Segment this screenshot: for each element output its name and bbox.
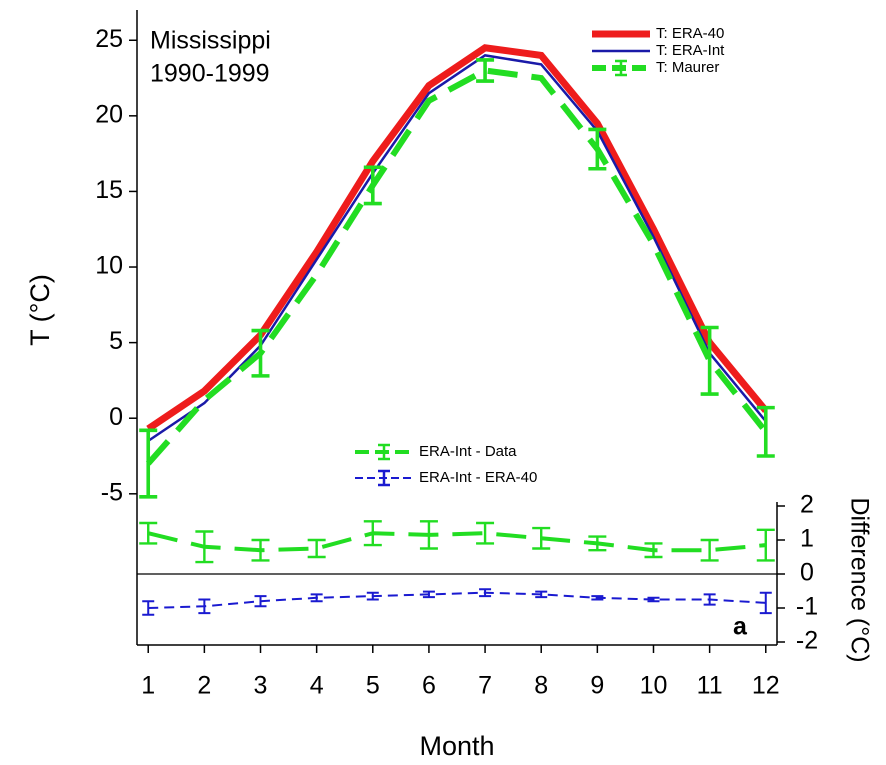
y2-tick-label: 2 bbox=[800, 491, 814, 519]
error-bar bbox=[700, 538, 719, 562]
error-bar bbox=[476, 521, 495, 545]
y-tick-label: 5 bbox=[109, 327, 123, 355]
error-bar bbox=[142, 600, 155, 616]
x-tick-label: 3 bbox=[254, 672, 268, 700]
y2-tick-label: 0 bbox=[800, 559, 814, 587]
series-line bbox=[145, 67, 769, 466]
error-bar bbox=[535, 590, 548, 599]
series-line bbox=[147, 531, 766, 553]
x-tick-label: 10 bbox=[640, 672, 668, 700]
x-tick-label: 6 bbox=[422, 672, 436, 700]
y-tick-label: 20 bbox=[95, 100, 123, 128]
series-line bbox=[148, 591, 766, 609]
series-line bbox=[146, 44, 769, 432]
error-bar bbox=[588, 127, 607, 171]
y-tick-label: 0 bbox=[109, 403, 123, 431]
y2-tick-label: -2 bbox=[796, 627, 818, 655]
error-bar bbox=[591, 595, 604, 601]
y-tick-label: 10 bbox=[95, 252, 123, 280]
legend-error-bar bbox=[615, 59, 627, 77]
error-bar bbox=[419, 520, 438, 550]
error-bar bbox=[363, 165, 382, 206]
legend-label: T: ERA-Int bbox=[656, 42, 725, 59]
legend-label: ERA-Int - Data bbox=[419, 443, 517, 460]
y-axis-label: T (°C) bbox=[25, 274, 55, 346]
error-bar bbox=[307, 538, 326, 559]
error-bar bbox=[198, 598, 211, 615]
x-tick-label: 11 bbox=[697, 672, 723, 700]
panel-label: a bbox=[733, 613, 748, 641]
error-bar bbox=[422, 590, 435, 599]
error-bar bbox=[756, 528, 775, 562]
y2-tick-label: -1 bbox=[796, 593, 818, 621]
error-bar bbox=[251, 328, 270, 378]
error-bar bbox=[254, 595, 267, 608]
legend-error-bar bbox=[378, 443, 390, 461]
error-bar bbox=[310, 593, 323, 603]
x-tick-label: 7 bbox=[478, 672, 492, 700]
error-bar bbox=[759, 591, 772, 615]
chart-title: Mississippi bbox=[150, 27, 271, 55]
error-bar bbox=[251, 538, 270, 562]
x-tick-label: 2 bbox=[197, 672, 211, 700]
error-bar bbox=[366, 591, 379, 601]
error-bar bbox=[532, 526, 551, 550]
y-tick-label: -5 bbox=[101, 478, 123, 506]
x-tick-label: 5 bbox=[366, 672, 380, 700]
error-bar bbox=[644, 542, 663, 559]
error-bar bbox=[363, 520, 382, 547]
error-bar bbox=[647, 596, 660, 603]
chart-subtitle: 1990-1999 bbox=[150, 60, 270, 88]
error-bar bbox=[700, 325, 719, 396]
error-bar bbox=[756, 405, 775, 458]
x-tick-label: 9 bbox=[590, 672, 604, 700]
error-bar bbox=[139, 521, 158, 545]
legend-label: T: Maurer bbox=[656, 59, 719, 76]
x-tick-label: 8 bbox=[534, 672, 548, 700]
x-tick-label: 1 bbox=[141, 672, 155, 700]
error-bar bbox=[476, 58, 495, 83]
error-bar bbox=[479, 588, 492, 598]
x-tick-label: 4 bbox=[310, 672, 324, 700]
y2-axis-label: Difference (°C) bbox=[845, 497, 873, 662]
legend-error-bar bbox=[378, 469, 390, 487]
x-tick-label: 12 bbox=[752, 672, 780, 700]
legend-label: ERA-Int - ERA-40 bbox=[419, 469, 537, 486]
error-bar bbox=[588, 535, 607, 552]
y-tick-label: 25 bbox=[95, 25, 123, 53]
series-line bbox=[147, 54, 767, 442]
x-axis-label: Month bbox=[419, 731, 494, 761]
y-tick-label: 15 bbox=[95, 176, 123, 204]
error-bar bbox=[703, 593, 716, 606]
error-bar bbox=[195, 530, 214, 564]
y2-tick-label: 1 bbox=[800, 525, 814, 553]
legend-label: T: ERA-40 bbox=[656, 25, 724, 42]
error-bar bbox=[139, 428, 158, 499]
